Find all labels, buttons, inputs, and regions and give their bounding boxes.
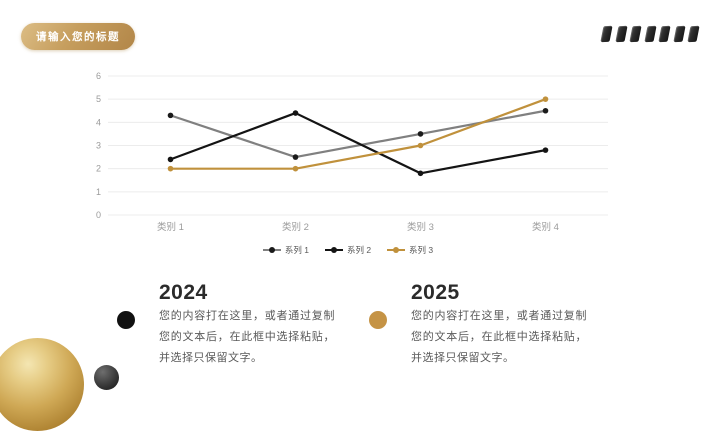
section-body: 您的内容打在这里，或者通过复制您的文本后，在此框中选择粘贴，并选择只保留文字。: [411, 310, 587, 364]
line-chart-svg: 0 1 2 3 4 5 6 类别 1 类别 2 类别 3 类别 4: [96, 71, 608, 233]
data-point-marker: [542, 96, 549, 102]
section-body: 您的内容打在这里，或者通过复制您的文本后，在此框中选择粘贴，并选择只保留文字。: [159, 310, 335, 364]
data-point-marker: [292, 154, 299, 160]
series-line: [169, 109, 547, 159]
section-bullet: [369, 311, 387, 329]
data-point-marker: [417, 131, 424, 137]
cube-icon: [658, 25, 671, 43]
cube-icon: [672, 25, 686, 43]
section-bullet: [117, 311, 135, 329]
cube-icon: [614, 25, 628, 43]
x-category-label: 类别 1: [157, 221, 184, 233]
data-point-marker: [292, 165, 299, 172]
y-tick-label: 6: [96, 71, 101, 81]
y-tick-label: 3: [96, 141, 101, 151]
data-point-marker: [167, 112, 174, 119]
data-point-marker: [542, 147, 549, 153]
legend-label: 系列 1: [284, 245, 309, 255]
y-tick-label: 1: [96, 187, 101, 197]
x-category-label: 类别 4: [532, 221, 559, 233]
y-tick-label: 4: [96, 117, 101, 127]
legend-line-marker-icon: [262, 247, 281, 253]
line-chart: 0 1 2 3 4 5 6 类别 1 类别 2 类别 3 类别 4: [88, 62, 636, 240]
x-category-label: 类别 2: [282, 221, 309, 233]
cube-icon: [600, 25, 613, 43]
legend-dot-icon: [330, 247, 337, 253]
legend-item: 系列 3: [387, 244, 433, 256]
legend-line-marker-icon: [324, 247, 343, 253]
data-point-marker: [542, 107, 549, 114]
data-point-marker: [167, 165, 174, 172]
gold-sphere-decoration: [0, 338, 84, 431]
cube-icon: [687, 25, 700, 43]
legend-line-marker-icon: [387, 247, 406, 253]
chart-legend: 系列 1 系列 2 系列 3: [88, 244, 608, 256]
black-sphere-decoration: [94, 365, 119, 390]
y-tick-label: 2: [96, 164, 101, 174]
series-line: [169, 111, 547, 175]
legend-dot-icon: [393, 247, 400, 253]
legend-label: 系列 3: [409, 245, 434, 255]
data-point-marker: [167, 156, 174, 163]
slide-title-badge: 请输入您的标题: [21, 23, 135, 50]
data-point-marker: [292, 110, 299, 116]
legend-item: 系列 1: [262, 244, 309, 256]
cube-icon: [629, 25, 642, 43]
legend-item: 系列 2: [324, 244, 372, 256]
cube-icon: [643, 25, 657, 43]
x-category-label: 类别 3: [407, 221, 434, 233]
legend-label: 系列 2: [346, 245, 372, 255]
deco-cube-row: [600, 25, 700, 43]
y-tick-label: 0: [96, 210, 101, 220]
y-tick-label: 5: [96, 94, 101, 104]
data-point-marker: [417, 142, 424, 149]
slide-title-text: 请输入您的标题: [36, 31, 120, 43]
section-year: 2024: [159, 281, 208, 304]
legend-dot-icon: [268, 247, 275, 253]
series-line: [169, 98, 547, 170]
data-point-marker: [417, 170, 424, 177]
section-year: 2025: [411, 281, 460, 304]
